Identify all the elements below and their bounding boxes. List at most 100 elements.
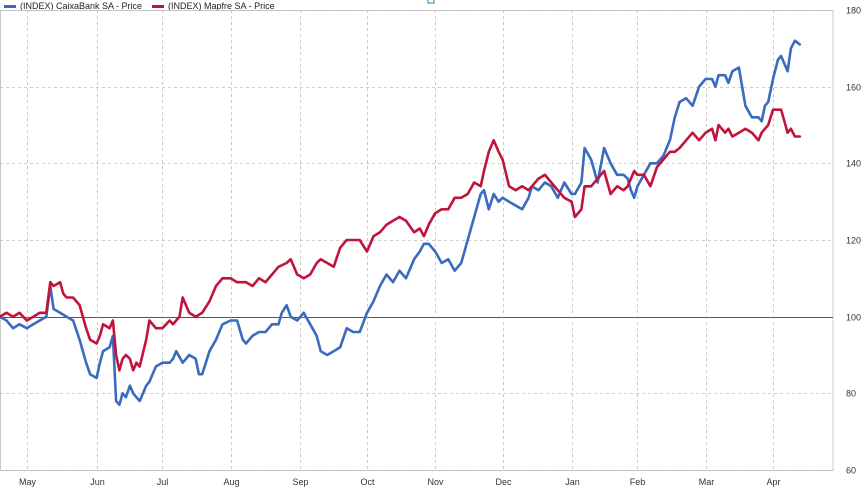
data-point-mapfre [138, 365, 141, 368]
data-point-caixabank [339, 346, 342, 349]
data-point-mapfre [38, 311, 41, 314]
data-point-mapfre [95, 342, 98, 345]
x-tick-label: Aug [223, 477, 239, 487]
data-point-mapfre [636, 173, 639, 176]
data-point-mapfre [767, 124, 770, 126]
data-point-mapfre [609, 193, 612, 195]
data-point-caixabank [757, 116, 760, 119]
data-point-mapfre [418, 227, 421, 230]
data-point-caixabank [698, 85, 700, 88]
data-point-mapfre [366, 250, 368, 253]
x-tick-label: Jan [565, 477, 580, 487]
data-point-caixabank [537, 189, 540, 192]
data-point-caixabank [236, 319, 239, 322]
data-point-mapfre [616, 185, 618, 188]
data-point-caixabank [345, 327, 348, 330]
data-point-caixabank [25, 327, 28, 330]
data-point-mapfre [460, 196, 463, 199]
x-tick-label: Sep [292, 477, 308, 487]
data-point-caixabank [783, 62, 786, 65]
data-point-caixabank [95, 377, 98, 379]
data-point-caixabank [603, 147, 605, 149]
data-point-caixabank [501, 196, 504, 199]
data-point-mapfre [108, 327, 111, 330]
data-point-mapfre [537, 177, 540, 180]
data-point-mapfre [673, 150, 676, 153]
data-point-caixabank [309, 323, 312, 326]
data-point-caixabank [744, 104, 747, 107]
data-point-mapfre [89, 338, 91, 341]
legend-item-caixabank[interactable]: (INDEX) CaixaBank SA - Price [4, 1, 142, 11]
data-point-caixabank [767, 101, 770, 103]
data-point-mapfre [181, 296, 184, 299]
x-tick-label: Apr [766, 477, 780, 487]
legend-item-mapfre[interactable]: (INDEX) Mapfre SA - Price [152, 1, 275, 11]
data-point-caixabank [772, 78, 774, 80]
data-point-caixabank [798, 43, 801, 46]
data-point-caixabank [181, 361, 184, 364]
data-point-caixabank [678, 101, 681, 103]
series-line-caixabank [0, 39, 802, 407]
data-point-caixabank [717, 74, 720, 77]
data-point-caixabank [332, 350, 335, 353]
data-point-mapfre [326, 262, 329, 264]
data-point-caixabank [794, 39, 796, 42]
data-point-mapfre [603, 170, 605, 172]
data-point-mapfre [798, 135, 801, 138]
data-point-caixabank [423, 242, 425, 245]
data-point-mapfre [188, 311, 191, 314]
data-point-caixabank [780, 55, 782, 57]
data-point-mapfre [794, 135, 796, 138]
data-point-caixabank [366, 311, 368, 314]
data-point-caixabank [727, 81, 730, 84]
data-point-mapfre [352, 239, 355, 241]
data-point-caixabank [352, 331, 355, 333]
data-point-caixabank [258, 331, 260, 333]
data-point-mapfre [473, 181, 476, 184]
data-point-mapfre [744, 127, 747, 130]
data-point-mapfre [556, 189, 559, 192]
data-point-mapfre [208, 300, 211, 303]
data-point-mapfre [669, 150, 671, 153]
data-point-caixabank [138, 400, 141, 402]
data-point-caixabank [302, 311, 305, 314]
data-point-mapfre [385, 223, 388, 226]
data-point-mapfre [25, 319, 28, 322]
data-point-caixabank [201, 373, 204, 376]
data-point-caixabank [633, 196, 636, 199]
data-point-caixabank [385, 273, 388, 276]
data-point-mapfre [245, 281, 247, 284]
data-point-caixabank [626, 177, 629, 180]
data-point-mapfre [285, 262, 288, 264]
data-point-caixabank [208, 350, 211, 353]
data-point-caixabank [649, 162, 652, 165]
data-point-caixabank [32, 323, 35, 326]
data-point-caixabank [786, 70, 789, 73]
data-point-mapfre [760, 131, 763, 134]
data-point-mapfre [172, 323, 174, 326]
data-point-mapfre [434, 212, 437, 215]
data-point-caixabank [148, 380, 151, 383]
data-point-caixabank [418, 250, 421, 253]
data-point-mapfre [780, 108, 782, 111]
data-point-mapfre [492, 139, 495, 142]
data-point-mapfre [453, 196, 456, 199]
y-tick-label: 100 [846, 313, 861, 323]
data-point-mapfre [12, 315, 14, 318]
data-point-mapfre [643, 173, 645, 176]
data-point-caixabank [630, 189, 632, 192]
data-point-mapfre [5, 311, 8, 314]
data-point-caixabank [194, 357, 197, 360]
data-point-mapfre [724, 131, 726, 134]
data-point-caixabank [358, 331, 361, 333]
data-point-caixabank [508, 200, 510, 203]
data-point-caixabank [590, 158, 592, 161]
data-point-mapfre [236, 281, 239, 284]
data-point-caixabank [18, 323, 21, 326]
data-point-mapfre [622, 189, 625, 192]
data-point-caixabank [221, 323, 224, 326]
data-point-mapfre [685, 139, 687, 142]
data-point-mapfre [121, 357, 124, 360]
data-point-caixabank [392, 281, 394, 284]
data-point-caixabank [125, 396, 127, 399]
